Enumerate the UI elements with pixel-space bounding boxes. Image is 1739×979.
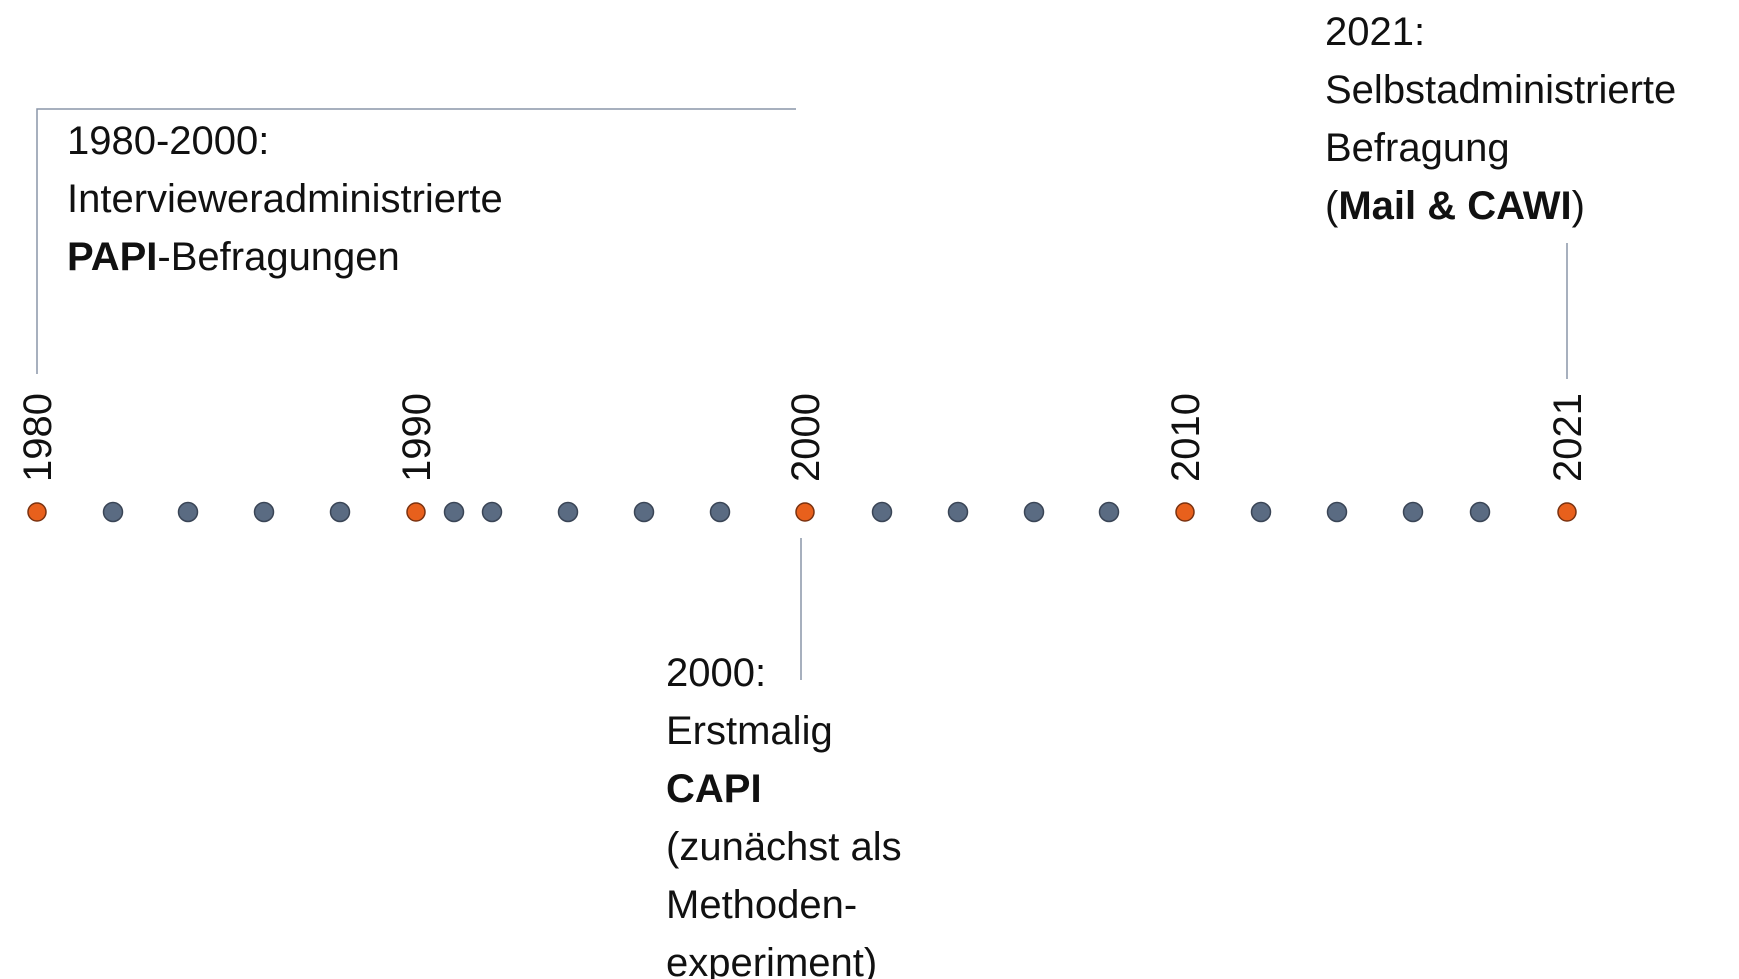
minor-dot [633, 501, 655, 523]
minor-dot [177, 501, 199, 523]
event-text: (zunächst als [666, 825, 902, 869]
event-text-bold: PAPI [67, 235, 157, 279]
event-line: 2000: [666, 651, 766, 695]
event-line: Erstmalig [666, 709, 833, 753]
year-dot [27, 502, 47, 522]
year-label: 2021 [1546, 393, 1590, 482]
event-line: PAPI-Befragungen [67, 235, 400, 279]
event-text: Intervieweradministrierte [67, 177, 503, 221]
event-text: Erstmalig [666, 709, 833, 753]
event-line: Intervieweradministrierte [67, 177, 503, 221]
year-label: 1980 [16, 393, 60, 482]
event-text: 1980-2000: [67, 119, 269, 163]
event-text: ( [1325, 184, 1339, 228]
minor-dot [947, 501, 969, 523]
event-line: Selbstadministrierte [1325, 68, 1676, 112]
minor-dot [1402, 501, 1424, 523]
year-label: 2000 [784, 393, 828, 482]
event-text: Selbstadministrierte [1325, 68, 1676, 112]
year-label: 1990 [395, 393, 439, 482]
year-dot [795, 502, 815, 522]
year-dot [1557, 502, 1577, 522]
minor-dot [102, 501, 124, 523]
minor-dot [253, 501, 275, 523]
event-line: 1980-2000: [67, 119, 269, 163]
event-text: Methoden- [666, 883, 857, 927]
minor-dot [1023, 501, 1045, 523]
minor-dot [871, 501, 893, 523]
event-line: (zunächst als [666, 825, 902, 869]
minor-dot [709, 501, 731, 523]
minor-dot [329, 501, 351, 523]
connector [36, 108, 796, 374]
event-line: Methoden- [666, 883, 857, 927]
event-text-bold: Mail & CAWI [1338, 184, 1571, 228]
event-text: 2021: [1325, 10, 1425, 54]
year-label: 2010 [1164, 393, 1208, 482]
dots [27, 501, 1577, 523]
year-dot [406, 502, 426, 522]
event-text: 2000: [666, 651, 766, 695]
event-text: Befragung [1325, 126, 1510, 170]
minor-dot [1098, 501, 1120, 523]
event-line: Befragung [1325, 126, 1510, 170]
event-line: experiment) [666, 941, 877, 979]
event-text: -Befragungen [157, 235, 399, 279]
minor-dot [1326, 501, 1348, 523]
event-line: (Mail & CAWI) [1325, 184, 1585, 228]
minor-dot [443, 501, 465, 523]
event-line: 2021: [1325, 10, 1425, 54]
minor-dot [557, 501, 579, 523]
event-text-bold: CAPI [666, 767, 762, 811]
event-text: ) [1572, 184, 1585, 228]
event-line: CAPI [666, 767, 762, 811]
minor-dot [1469, 501, 1491, 523]
year-dot [1175, 502, 1195, 522]
event-text: experiment) [666, 941, 877, 979]
minor-dot [481, 501, 503, 523]
minor-dot [1250, 501, 1272, 523]
